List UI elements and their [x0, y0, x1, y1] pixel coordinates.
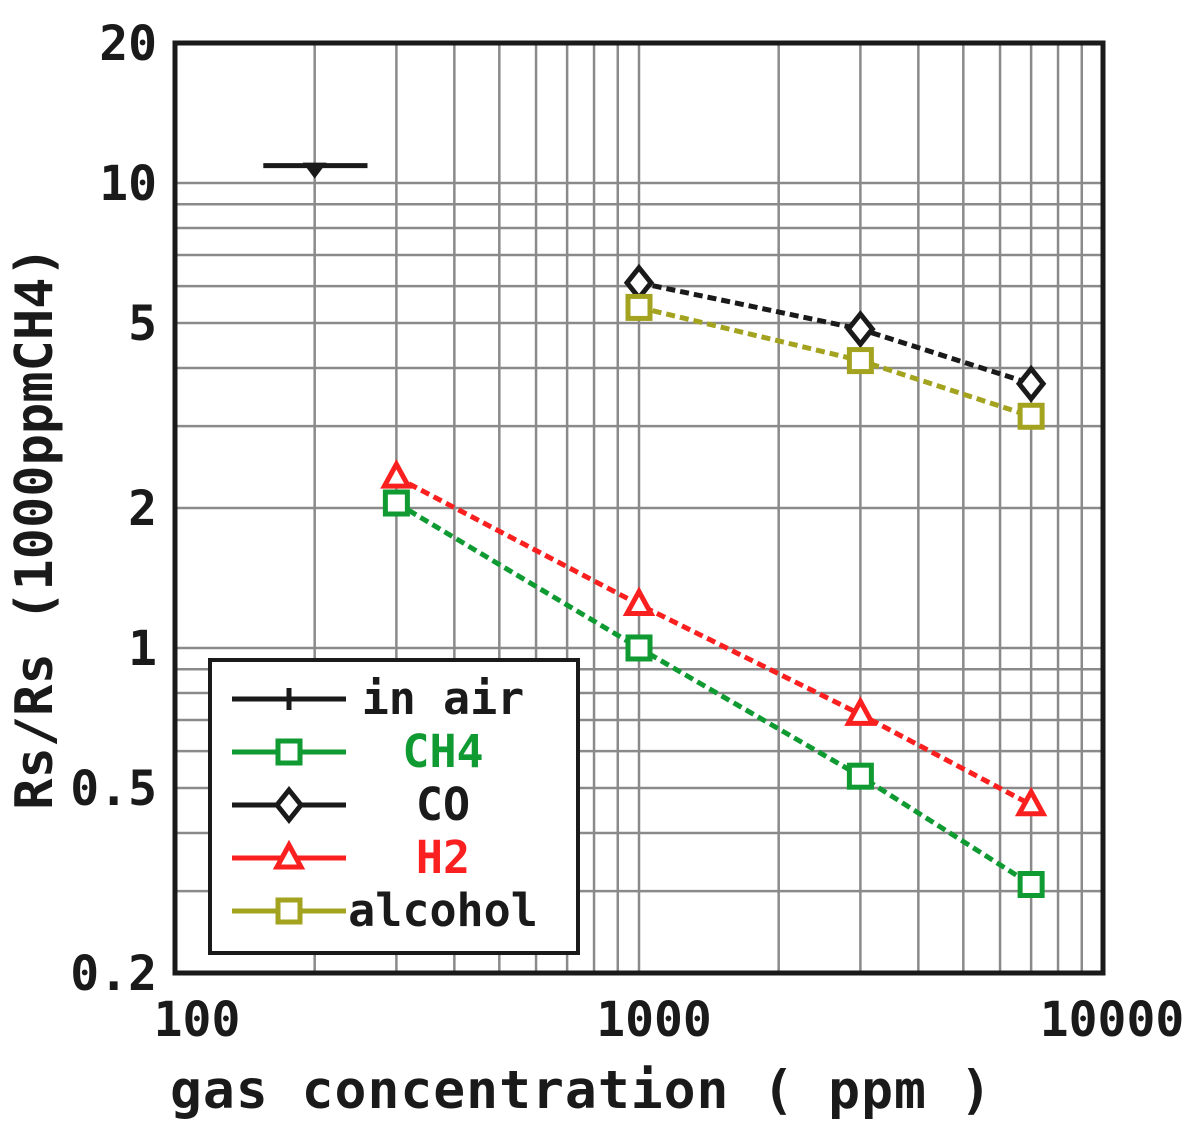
y-tick-label: 0.5	[70, 761, 157, 817]
x-axis-title: gas concentration ( ppm )	[170, 1060, 993, 1121]
marker-co	[1015, 364, 1047, 403]
legend-marker-ch4	[275, 738, 303, 766]
marker-in-air	[302, 162, 327, 179]
plot-border	[172, 40, 1106, 976]
y-axis-title: Rs/Rs (1000ppmCH4)	[5, 246, 65, 810]
legend-marker-co	[273, 785, 305, 825]
y-tick-label: 2	[128, 481, 157, 537]
grid-layer	[175, 43, 1103, 973]
legend-marker-alcohol	[275, 897, 303, 925]
y-tick-label: 0.2	[70, 946, 157, 1002]
legend-label-alcohol: alcohol	[348, 884, 538, 937]
legend-marker-h2	[272, 839, 306, 870]
marker-co	[623, 263, 655, 302]
marker-alcohol	[1017, 402, 1045, 430]
y-tick-label: 1	[128, 621, 157, 677]
marker-alcohol	[846, 347, 874, 375]
marker-ch4	[846, 762, 874, 790]
y-tick-label: 10	[99, 156, 157, 212]
series-line-h2	[395, 474, 1033, 808]
marker-h2	[1014, 786, 1048, 817]
x-tick-label: 100	[154, 992, 241, 1048]
marker-ch4	[1017, 870, 1045, 898]
legend-label-h2: H2	[416, 831, 470, 884]
legend-label-in-air: in air	[362, 672, 525, 725]
marker-h2	[380, 458, 413, 489]
series-layer	[263, 162, 1048, 898]
marker-ch4	[625, 634, 653, 662]
y-tick-label: 20	[99, 16, 157, 72]
series-line-ch4	[395, 500, 1033, 887]
marker-co	[845, 310, 876, 349]
x-tick-label: 10000	[1040, 992, 1185, 1048]
y-tick-label: 5	[128, 296, 157, 352]
x-tick-label: 1000	[596, 992, 712, 1048]
legend-label-ch4: CH4	[402, 725, 483, 778]
legend-label-co: CO	[416, 778, 470, 831]
marker-h2	[844, 696, 877, 726]
marker-ch4	[382, 489, 410, 517]
marker-h2	[622, 586, 656, 617]
marker-alcohol	[625, 293, 653, 321]
